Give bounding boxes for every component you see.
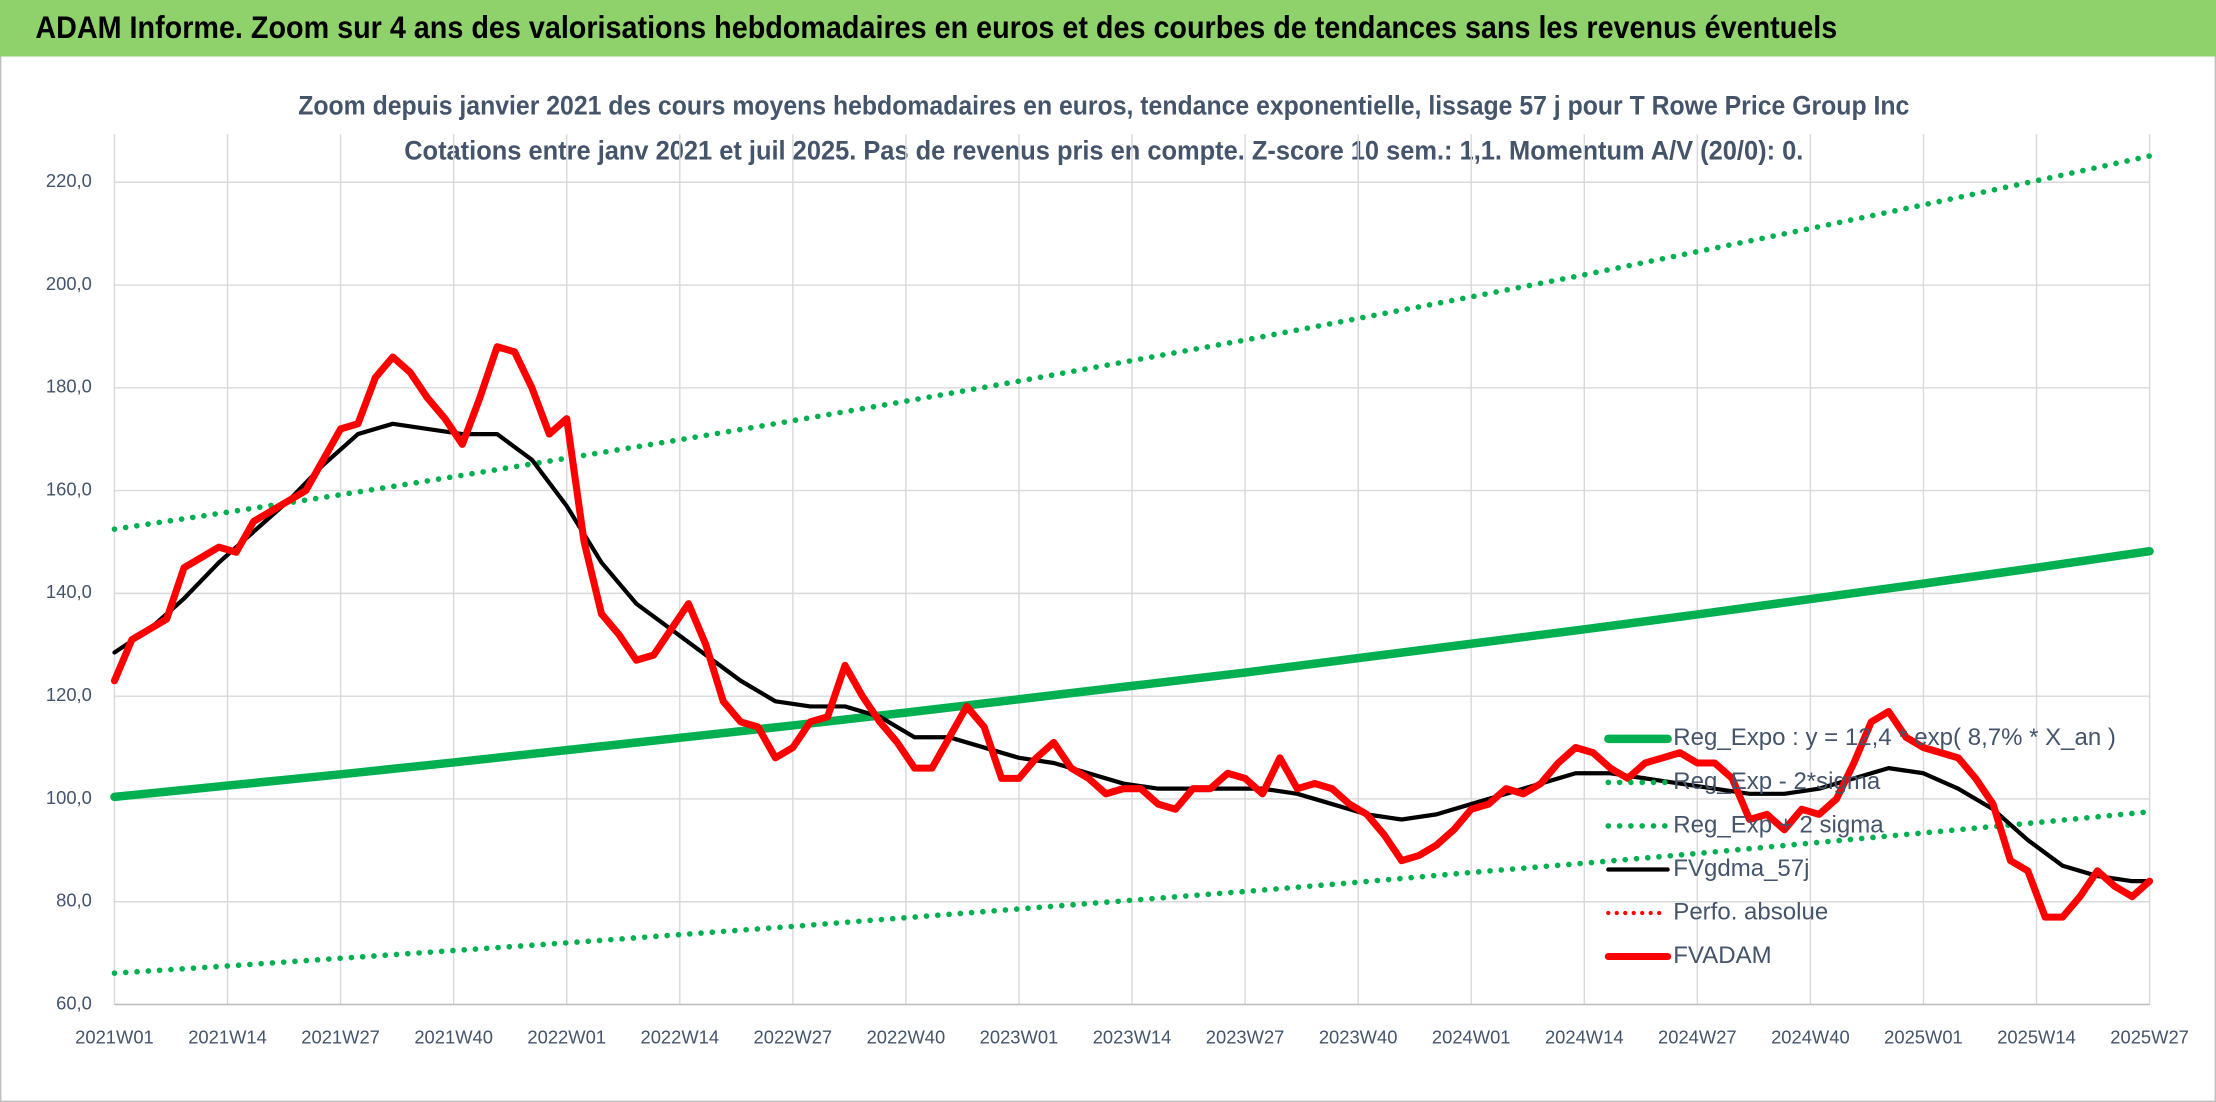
x-tick-label: 2021W14 xyxy=(188,1026,267,1047)
legend-label: Reg_Expo : y = 12,4 * exp( 8,7% * X_an ) xyxy=(1673,724,2116,751)
x-tick-label: 2021W40 xyxy=(414,1026,493,1047)
y-tick-label: 100,0 xyxy=(46,787,92,808)
y-tick-label: 220,0 xyxy=(46,170,92,191)
y-tick-label: 120,0 xyxy=(46,684,92,705)
y-tick-label: 200,0 xyxy=(46,273,92,294)
x-tick-label: 2025W01 xyxy=(1884,1026,1963,1047)
legend-label: Reg_Exp + 2 sigma xyxy=(1673,811,1884,838)
chart-subtitle: Cotations entre janv 2021 et juil 2025. … xyxy=(404,136,1803,166)
x-tick-label: 2025W27 xyxy=(2110,1026,2189,1047)
y-tick-label: 160,0 xyxy=(46,478,92,499)
x-tick-label: 2023W40 xyxy=(1319,1026,1398,1047)
x-tick-label: 2024W40 xyxy=(1771,1026,1850,1047)
y-tick-label: 140,0 xyxy=(46,581,92,602)
y-tick-label: 60,0 xyxy=(56,992,92,1013)
x-tick-label: 2023W27 xyxy=(1206,1026,1285,1047)
legend-label: FVADAM xyxy=(1673,942,1771,969)
x-tick-label: 2021W01 xyxy=(75,1026,154,1047)
x-tick-label: 2024W14 xyxy=(1545,1026,1624,1047)
series-line xyxy=(111,153,2153,532)
x-tick-label: 2024W01 xyxy=(1432,1026,1511,1047)
x-tick-label: 2024W27 xyxy=(1658,1026,1737,1047)
x-tick-label: 2022W27 xyxy=(754,1026,833,1047)
y-tick-label: 180,0 xyxy=(46,376,92,397)
legend-label: FVgdma_57j xyxy=(1673,855,1809,882)
x-tick-label: 2022W40 xyxy=(867,1026,946,1047)
x-tick-label: 2023W01 xyxy=(980,1026,1059,1047)
header-bar xyxy=(0,0,2216,57)
x-tick-label: 2023W14 xyxy=(1093,1026,1172,1047)
x-tick-label: 2022W01 xyxy=(527,1026,606,1047)
series-line xyxy=(111,808,2153,976)
legend-label: Perfo. absolue xyxy=(1673,898,1828,925)
x-tick-label: 2025W14 xyxy=(1997,1026,2076,1047)
x-tick-label: 2021W27 xyxy=(301,1026,380,1047)
chart-title: Zoom depuis janvier 2021 des cours moyen… xyxy=(298,90,1909,120)
legend-label: Reg_Exp - 2*sigma xyxy=(1673,768,1881,795)
series-line xyxy=(110,547,2154,802)
series-line xyxy=(110,343,2154,921)
x-tick-label: 2022W14 xyxy=(640,1026,719,1047)
header-title: ADAM Informe. Zoom sur 4 ans des valoris… xyxy=(35,10,1837,45)
y-tick-label: 80,0 xyxy=(56,890,92,911)
